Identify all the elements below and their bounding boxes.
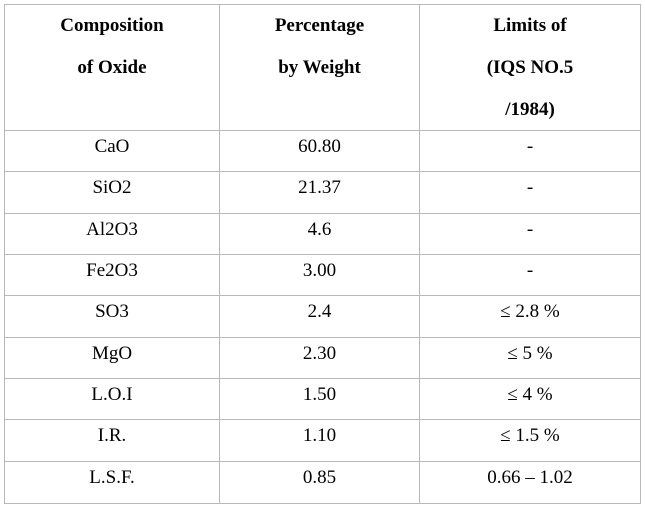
cell-percentage: 21.37 [220, 172, 420, 214]
cell-limit: - [420, 255, 640, 297]
header-line: /1984) [505, 99, 555, 120]
header-line: Composition [60, 15, 164, 36]
cell-composition: L.O.I [5, 378, 220, 421]
cell-limit: ≤ 2.8 % [420, 296, 640, 338]
oxide-composition-table: Composition of Oxide Percentage by Weigh… [4, 4, 641, 504]
cell-percentage: 3.00 [220, 254, 420, 297]
cell-limit: - [420, 131, 640, 173]
cell-composition: CaO [5, 131, 220, 173]
cell-percentage: 2.4 [220, 296, 420, 338]
cell-percentage: 1.10 [220, 420, 420, 462]
cell-composition: Fe2O3 [5, 254, 220, 297]
cell-percentage: 4.6 [220, 213, 420, 255]
header-composition-of-oxide: Composition of Oxide [5, 5, 220, 131]
cell-composition: L.S.F. [5, 461, 220, 503]
header-line: of Oxide [77, 57, 147, 78]
header-limits: Limits of (IQS NO.5 /1984) [420, 5, 640, 131]
cell-limit: ≤ 5 % [420, 338, 640, 379]
header-line: (IQS NO.5 [486, 57, 574, 78]
cell-composition: MgO [5, 337, 220, 379]
cell-percentage: 60.80 [220, 131, 420, 173]
cell-composition: I.R. [5, 420, 220, 462]
cell-limit: - [420, 172, 640, 214]
cell-percentage: 0.85 [220, 461, 420, 503]
header-line: by Weight [278, 57, 361, 78]
cell-composition: SiO2 [5, 172, 220, 214]
cell-limit: ≤ 1.5 % [420, 420, 640, 462]
cell-limit: 0.66 – 1.02 [487, 466, 573, 488]
cell-percentage: 2.30 [220, 337, 420, 379]
cell-limit: - [420, 214, 640, 255]
cell-percentage: 1.50 [220, 378, 420, 421]
cell-limit: ≤ 4 % [420, 379, 640, 421]
cell-composition: Al2O3 [5, 213, 220, 255]
header-line: Percentage [274, 15, 365, 36]
cell-composition: SO3 [5, 296, 220, 338]
header-line: Limits of [493, 15, 567, 36]
header-percentage-by-weight: Percentage by Weight [220, 5, 420, 131]
